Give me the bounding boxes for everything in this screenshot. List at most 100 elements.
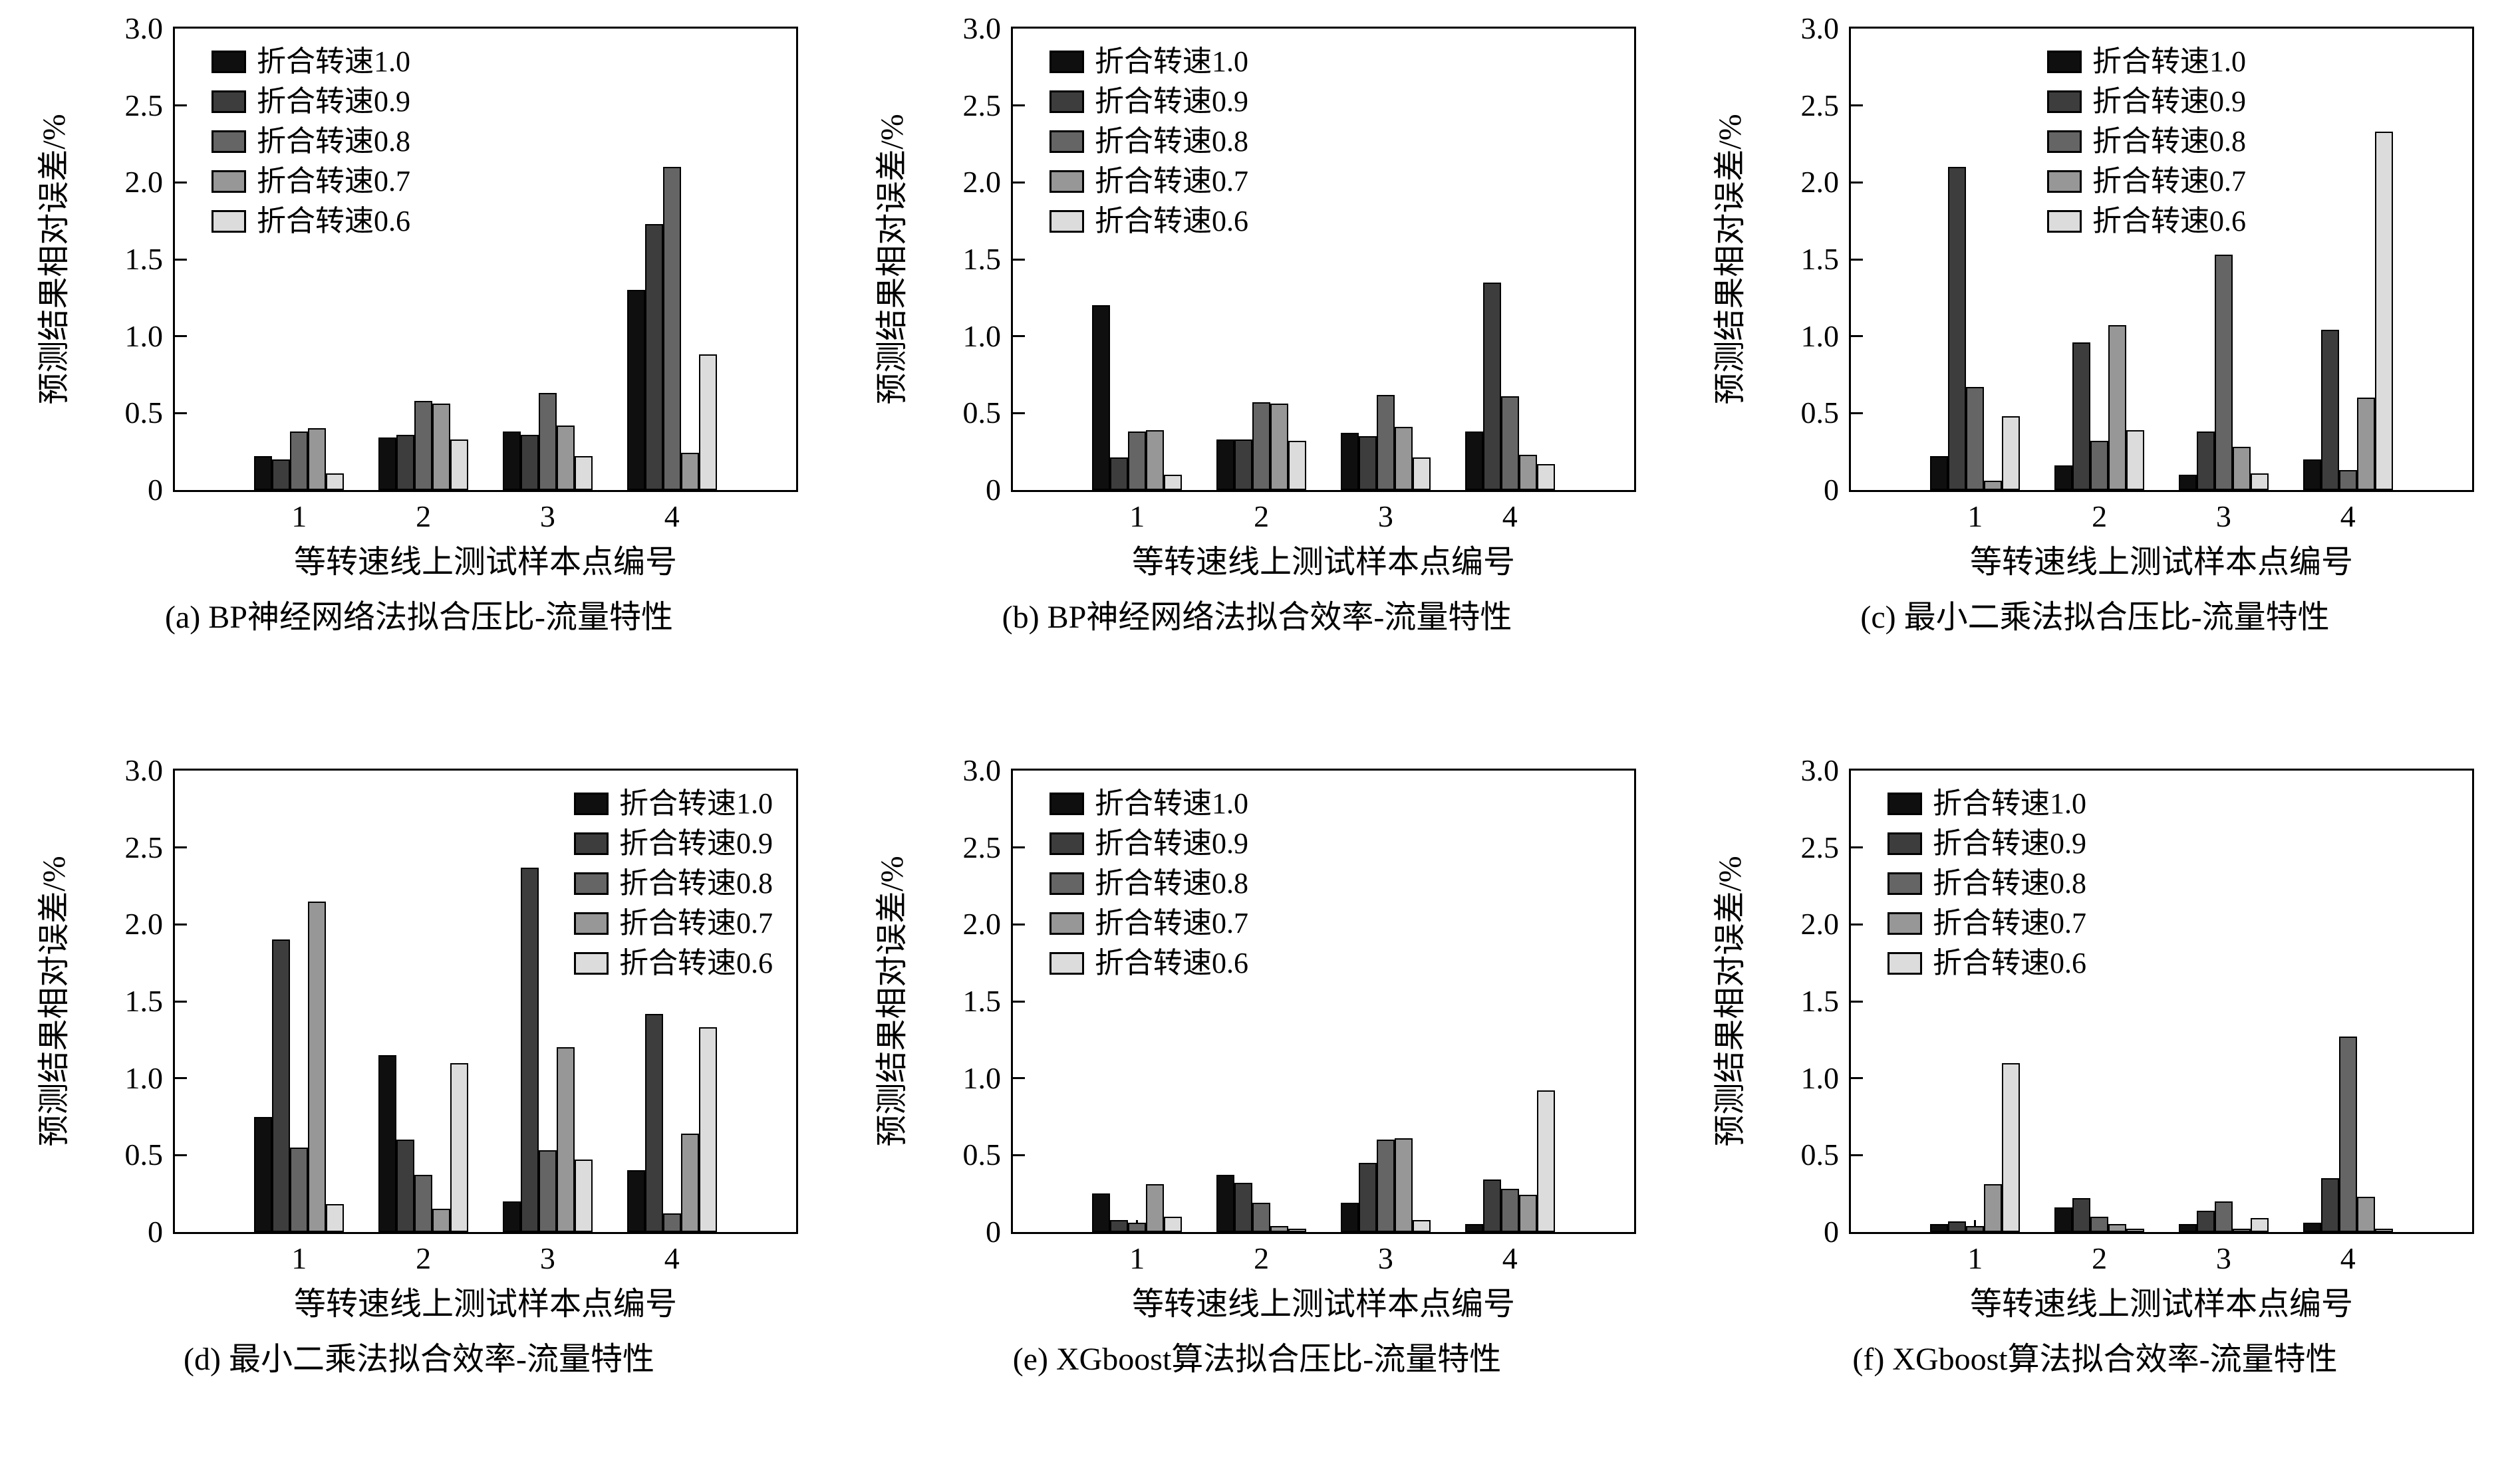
legend-swatch-icon <box>574 872 609 895</box>
y-tick-labels: 0 0.5 1.0 1.5 2.0 2.5 3.0 <box>905 13 1002 505</box>
bar-a-group1-series3 <box>290 432 309 490</box>
bar-a-group4-series4 <box>680 453 699 490</box>
bar-f-group2-series1 <box>2054 1207 2073 1232</box>
legend-item: 折合转速0.6 <box>1887 947 2086 980</box>
legend: 折合转速1.0 折合转速0.9 折合转速0.8 折合转速0.7 折合转速0.6 <box>1049 45 1248 238</box>
bar-d-group1-series2 <box>272 939 291 1232</box>
bar-b-group4-series5 <box>1536 463 1555 490</box>
legend-item: 折合转速0.7 <box>1049 165 1248 198</box>
x-tick-labels: 1 2 3 4 <box>1011 500 1636 537</box>
x-tick-label: 1 <box>291 1241 307 1275</box>
bar-e-group3-series1 <box>1340 1203 1359 1232</box>
bar-b-group3-series4 <box>1394 427 1413 490</box>
bar-e-group1-series1 <box>1092 1193 1111 1232</box>
bar-chart-d: 预测结果相对误差/% 0 0.5 1.0 1.5 2.0 2.5 3.0 折合转速1.0 折合… <box>0 742 838 1484</box>
bar-a-group1-series1 <box>254 456 273 490</box>
y-tick-mark <box>175 1077 187 1080</box>
bar-c-group4-series1 <box>2303 459 2321 490</box>
bar-b-group4-series1 <box>1465 432 1483 490</box>
bar-d-group3-series5 <box>574 1160 593 1232</box>
legend-item: 折合转速1.0 <box>1049 45 1248 78</box>
x-tick-labels: 1 2 3 4 <box>173 1242 798 1279</box>
x-tick-labels: 1 2 3 4 <box>173 500 798 537</box>
bar-a-group1-series2 <box>272 459 291 490</box>
bar-f-group3-series5 <box>2250 1218 2269 1232</box>
y-tick-label: 2.5 <box>1800 830 1840 864</box>
legend-swatch-icon <box>1049 832 1084 855</box>
y-tick-label: 0.5 <box>1800 396 1840 430</box>
bar-b-group2-series1 <box>1216 439 1235 490</box>
x-tick-label: 3 <box>2215 499 2231 533</box>
y-tick-label: 0.5 <box>124 1138 164 1172</box>
bar-e-group4-series2 <box>1482 1179 1501 1232</box>
legend-swatch-icon <box>2047 130 2082 153</box>
bar-a-group2-series3 <box>414 400 433 490</box>
y-tick-label: 1.5 <box>962 242 1002 276</box>
bar-chart-e: 预测结果相对误差/% 0 0.5 1.0 1.5 2.0 2.5 3.0 折合转速1.0 折合… <box>838 742 1676 1484</box>
chart-caption: (c) 最小二乘法拟合压比-流量特性 <box>1860 600 2330 635</box>
y-tick-label: 2.0 <box>1800 907 1840 941</box>
legend-label: 折合转速0.9 <box>2092 85 2246 118</box>
bar-d-group4-series3 <box>662 1213 681 1232</box>
bar-a-group3-series2 <box>520 434 539 490</box>
bar-e-group4-series3 <box>1500 1189 1519 1232</box>
bar-e-group1-series3 <box>1128 1223 1147 1232</box>
bar-e-group2-series4 <box>1270 1225 1289 1232</box>
bar-a-group2-series4 <box>432 404 451 490</box>
bar-f-group4-series2 <box>2320 1178 2339 1232</box>
y-tick-label: 3.0 <box>124 11 164 45</box>
y-tick-labels: 0 0.5 1.0 1.5 2.0 2.5 3.0 <box>67 755 164 1247</box>
legend-label: 折合转速0.6 <box>619 947 773 979</box>
legend-label: 折合转速0.7 <box>2092 165 2246 197</box>
plot-area: 折合转速1.0 折合转速0.9 折合转速0.8 折合转速0.7 折合转速0.6 <box>173 769 798 1234</box>
legend-item: 折合转速1.0 <box>211 45 410 78</box>
legend-item: 折合转速1.0 <box>574 787 773 820</box>
bar-b-group3-series2 <box>1358 436 1377 490</box>
y-tick-label: 2.5 <box>1800 88 1840 122</box>
y-tick-mark <box>1851 846 1863 849</box>
legend-label: 折合转速0.9 <box>1095 827 1248 860</box>
bar-f-group3-series1 <box>2178 1224 2197 1232</box>
x-tick-label: 3 <box>2215 1241 2231 1275</box>
x-tick-labels: 1 2 3 4 <box>1849 1242 2474 1279</box>
bar-d-group1-series1 <box>254 1116 273 1232</box>
legend-swatch-icon <box>1887 952 1922 975</box>
y-tick-label: 1.0 <box>124 318 164 353</box>
legend-swatch-icon <box>1049 872 1084 895</box>
legend-item: 折合转速1.0 <box>2047 45 2246 78</box>
bar-a-group1-series4 <box>308 428 327 490</box>
legend-label: 折合转速0.8 <box>619 867 773 900</box>
y-tick-mark <box>175 1000 187 1003</box>
bar-chart-c: 预测结果相对误差/% 0 0.5 1.0 1.5 2.0 2.5 3.0 折合转速1.0 折合… <box>1676 0 2514 742</box>
y-tick-label: 2.5 <box>962 88 1002 122</box>
legend-swatch-icon <box>2047 210 2082 233</box>
bar-c-group3-series1 <box>2178 474 2197 490</box>
legend-label: 折合转速0.6 <box>2092 205 2246 237</box>
bar-chart-f: 预测结果相对误差/% 0 0.5 1.0 1.5 2.0 2.5 3.0 折合转速1.0 折合… <box>1676 742 2514 1484</box>
bar-c-group4-series2 <box>2320 330 2339 490</box>
legend-swatch-icon <box>1887 912 1922 935</box>
y-tick-mark <box>1013 846 1025 849</box>
y-tick-label: 0 <box>148 473 163 507</box>
x-tick-label: 3 <box>539 499 555 533</box>
bar-b-group1-series2 <box>1110 457 1129 490</box>
bar-c-group2-series3 <box>2090 440 2109 490</box>
bar-e-group1-series2 <box>1110 1219 1129 1232</box>
bar-d-group2-series4 <box>432 1209 451 1232</box>
y-tick-mark <box>1851 258 1863 261</box>
legend-label: 折合转速0.7 <box>257 165 410 197</box>
y-tick-label: 0.5 <box>1800 1138 1840 1172</box>
bar-b-group4-series2 <box>1482 282 1501 490</box>
legend-swatch-icon <box>2047 90 2082 113</box>
chart-caption: (b) BP神经网络法拟合效率-流量特性 <box>1002 600 1512 635</box>
plot-area: 折合转速1.0 折合转速0.9 折合转速0.8 折合转速0.7 折合转速0.6 <box>1011 27 1636 492</box>
x-tick-label: 2 <box>2092 499 2108 533</box>
bar-e-group3-series2 <box>1358 1162 1377 1232</box>
x-tick-label: 2 <box>2092 1241 2108 1275</box>
bar-f-group3-series3 <box>2214 1201 2233 1232</box>
legend-item: 折合转速0.8 <box>2047 125 2246 158</box>
legend: 折合转速1.0 折合转速0.9 折合转速0.8 折合转速0.7 折合转速0.6 <box>574 787 773 980</box>
x-tick-label: 2 <box>416 499 432 533</box>
bar-b-group1-series3 <box>1128 432 1147 490</box>
